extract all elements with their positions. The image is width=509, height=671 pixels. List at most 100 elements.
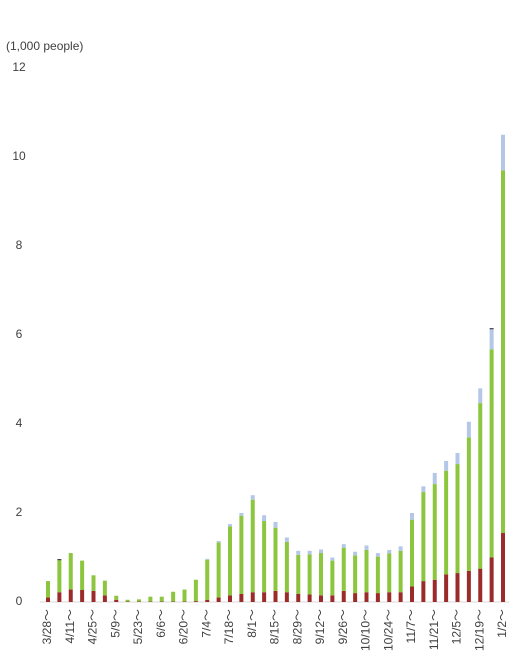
- x-tick-label: 4/11～: [63, 609, 77, 643]
- bar-segment: [330, 595, 335, 602]
- bar-segment: [432, 472, 437, 485]
- bar-segment: [307, 550, 312, 555]
- x-tick-label: 10/10～: [359, 609, 373, 651]
- bar-segment: [284, 541, 289, 593]
- bar-segment: [262, 515, 267, 522]
- x-tick-label: 9/26～: [336, 609, 350, 644]
- bar-segment: [466, 437, 471, 571]
- bar-segment: [125, 599, 130, 602]
- bar-segment: [284, 592, 289, 602]
- bar-segment: [239, 513, 244, 516]
- x-tick-label: 6/20～: [177, 609, 191, 644]
- bar-segment: [421, 492, 426, 582]
- bar-segment: [489, 329, 494, 350]
- bar-segment: [228, 524, 232, 527]
- bar-segment: [478, 403, 483, 569]
- bar-segment: [250, 495, 255, 500]
- bar-segment: [375, 553, 380, 557]
- x-tick-label: 8/15～: [268, 609, 282, 644]
- bar-segment: [330, 557, 335, 561]
- x-tick-label: 1/2～: [495, 609, 509, 638]
- bar-segment: [91, 590, 96, 602]
- x-tick-label: 5/9～: [108, 609, 122, 638]
- bar-segment: [80, 589, 85, 602]
- bar-segment: [205, 559, 210, 600]
- bar-segment: [205, 599, 210, 602]
- bar-segment: [387, 553, 392, 593]
- bar-segment: [46, 581, 50, 598]
- bar-segment: [216, 542, 221, 598]
- bar-segment: [114, 599, 119, 602]
- y-tick-label: 6: [16, 327, 23, 341]
- bar-segment: [296, 554, 301, 594]
- bar-segment: [330, 560, 335, 596]
- bar-segment: [375, 593, 380, 602]
- bar-segment: [341, 544, 346, 548]
- bar-segment: [319, 595, 323, 602]
- bar-segment: [489, 328, 494, 330]
- bar-segment: [489, 557, 494, 602]
- bar-segment: [273, 590, 278, 602]
- bar-segment: [466, 570, 471, 602]
- bar-segment: [455, 464, 460, 574]
- bar-segment: [102, 580, 107, 596]
- bar-segment: [216, 541, 221, 543]
- bar-segment: [364, 592, 369, 602]
- bar-segment: [182, 589, 187, 602]
- bar-segment: [410, 513, 414, 520]
- x-tick-label: 11/21～: [427, 609, 441, 650]
- bar-segment: [364, 545, 369, 550]
- bar-segment: [341, 590, 346, 602]
- bar-segment: [398, 546, 403, 551]
- bar-segment: [250, 592, 255, 602]
- bar-segment: [307, 594, 312, 602]
- bar-segment: [501, 134, 505, 171]
- bar-segment: [353, 593, 358, 602]
- x-tick-label: 11/7～: [404, 609, 418, 643]
- bar-segment: [137, 599, 141, 602]
- bar-segment: [80, 560, 85, 590]
- bar-segment: [410, 586, 414, 602]
- bar-segment: [239, 515, 244, 594]
- bar-segment: [398, 550, 403, 593]
- bar-segment: [432, 579, 437, 602]
- bar-segment: [387, 592, 392, 602]
- bar-segment: [296, 593, 301, 602]
- bar-segment: [205, 558, 210, 560]
- bar-segment: [46, 597, 50, 602]
- bar-segment: [262, 521, 267, 593]
- x-tick-label: 6/6～: [154, 609, 168, 638]
- bar-segment: [364, 549, 369, 593]
- bar-segment: [319, 553, 323, 596]
- y-tick-label: 4: [16, 416, 23, 430]
- x-tick-label: 4/25～: [86, 609, 100, 644]
- bar-segment: [375, 556, 380, 594]
- bar-segment: [432, 484, 437, 580]
- bar-segment: [228, 595, 232, 602]
- bar-segment: [501, 170, 505, 534]
- y-tick-label: 8: [16, 238, 23, 252]
- bar-segment: [444, 574, 449, 602]
- bar-segment: [159, 596, 164, 602]
- x-tick-label: 7/4～: [199, 609, 213, 638]
- bar-segment: [478, 388, 483, 404]
- bar-segment: [410, 519, 414, 587]
- bar-segment: [193, 601, 198, 602]
- bar-segment: [216, 597, 221, 602]
- y-tick-label: 12: [12, 60, 26, 74]
- bar-segment: [284, 537, 289, 542]
- bar-segment: [250, 499, 255, 593]
- bar-segment: [501, 533, 505, 602]
- bar-segment: [421, 486, 426, 493]
- bar-segment: [68, 589, 73, 602]
- bar-segment: [489, 349, 494, 558]
- x-tick-label: 8/1～: [245, 609, 259, 638]
- x-tick-label: 3/28～: [40, 609, 54, 644]
- bar-segment: [398, 592, 403, 602]
- bar-segment: [341, 547, 346, 591]
- bar-segment: [239, 593, 244, 602]
- bar-segment: [296, 550, 301, 555]
- bar-segment: [387, 549, 392, 554]
- bar-segment: [228, 526, 232, 596]
